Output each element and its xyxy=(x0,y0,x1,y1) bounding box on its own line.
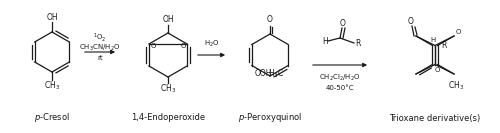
Text: O: O xyxy=(456,29,460,35)
Text: O: O xyxy=(267,16,273,24)
Text: R: R xyxy=(356,40,360,49)
Text: O: O xyxy=(150,43,156,49)
Text: $^1$O$_2$: $^1$O$_2$ xyxy=(93,32,107,44)
Text: CH$_3$CN/H$_2$O: CH$_3$CN/H$_2$O xyxy=(79,43,121,53)
Text: $p$-Peroxyquinol: $p$-Peroxyquinol xyxy=(238,111,302,124)
Text: O: O xyxy=(434,68,440,74)
Text: OH: OH xyxy=(162,16,174,24)
Text: H: H xyxy=(430,36,436,43)
Text: 1,4-Endoperoxide: 1,4-Endoperoxide xyxy=(131,113,205,122)
Text: OH: OH xyxy=(46,14,58,22)
Text: $p$-Cresol: $p$-Cresol xyxy=(34,111,70,124)
Text: R: R xyxy=(441,41,446,50)
Text: O: O xyxy=(408,16,414,26)
Text: CH$_3$: CH$_3$ xyxy=(44,80,60,92)
Text: H$_3$C: H$_3$C xyxy=(268,67,284,80)
Text: 40-50°C: 40-50°C xyxy=(326,85,354,91)
Text: CH$_2$Cl$_2$/H$_2$O: CH$_2$Cl$_2$/H$_2$O xyxy=(319,73,361,83)
Text: H$_2$O: H$_2$O xyxy=(204,39,220,49)
Text: CH$_3$: CH$_3$ xyxy=(160,83,176,95)
Text: Trioxane derivative(s): Trioxane derivative(s) xyxy=(390,113,480,122)
Text: O: O xyxy=(340,20,346,28)
Text: OOH: OOH xyxy=(255,69,272,78)
Text: O: O xyxy=(180,43,186,49)
Text: H: H xyxy=(322,38,328,47)
Text: CH$_3$: CH$_3$ xyxy=(448,80,464,92)
Text: rt: rt xyxy=(97,55,103,61)
